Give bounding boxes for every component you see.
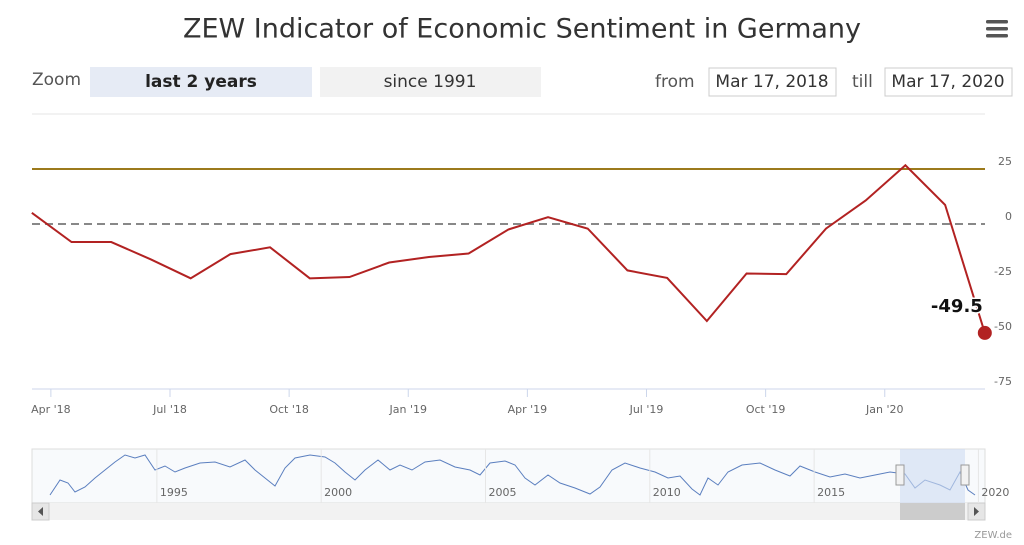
- navigator-tick-label: 2020: [981, 486, 1009, 499]
- navigator-selection[interactable]: [900, 449, 965, 503]
- x-tick-label: Jan '20: [865, 403, 903, 416]
- navigator-handle[interactable]: [960, 464, 970, 486]
- y-tick-label: 0: [1005, 210, 1012, 223]
- menu-bar: [986, 27, 1008, 31]
- zoom-button-bg[interactable]: [320, 67, 541, 97]
- last-point: [977, 325, 992, 340]
- till-value[interactable]: Mar 17, 2020: [891, 72, 1004, 92]
- scrollbar[interactable]: [32, 503, 985, 520]
- arrow-right: [974, 507, 979, 516]
- x-tick-label: Jan '19: [389, 403, 427, 416]
- x-tick-label: Apr '19: [508, 403, 548, 416]
- navigator-handle[interactable]: [895, 464, 905, 486]
- chart-title: ZEW Indicator of Economic Sentiment in G…: [183, 14, 861, 45]
- zoom-button[interactable]: since 1991: [384, 72, 477, 92]
- x-tick-label: Oct '19: [746, 403, 786, 416]
- zoom-button[interactable]: last 2 years: [145, 72, 257, 92]
- navigator-tick-label: 2015: [817, 486, 845, 499]
- from-label: from: [655, 72, 695, 92]
- y-tick-label: -25: [994, 265, 1012, 278]
- x-tick-label: Jul '19: [629, 403, 664, 416]
- from-value[interactable]: Mar 17, 2018: [715, 72, 828, 92]
- till-label: till: [852, 72, 873, 92]
- y-tick-label: 25: [998, 155, 1012, 168]
- menu-icon[interactable]: [986, 20, 1008, 38]
- arrow-left: [38, 507, 43, 516]
- navigator-tick-label: 2005: [488, 486, 516, 499]
- zoom-label: Zoom: [32, 70, 81, 90]
- x-tick-label: Jul '18: [152, 403, 187, 416]
- navigator-series: [49, 454, 976, 496]
- x-tick-label: Oct '18: [269, 403, 309, 416]
- menu-bar: [986, 20, 1008, 24]
- scrollbar-thumb[interactable]: [900, 503, 965, 520]
- navigator-tick-label: 2000: [324, 486, 352, 499]
- navigator-tick-label: 2010: [653, 486, 681, 499]
- menu-bar: [986, 34, 1008, 38]
- y-tick-label: -75: [994, 375, 1012, 388]
- y-tick-label: -50: [994, 320, 1012, 333]
- from-input[interactable]: [708, 67, 837, 97]
- credit: ZEW.de: [974, 530, 1012, 541]
- till-input[interactable]: [884, 67, 1013, 97]
- series-line: [31, 163, 986, 334]
- data-label: -49.5: [931, 296, 983, 317]
- navigator-tick-label: 1995: [160, 486, 188, 499]
- zoom-button-bg[interactable]: [90, 67, 312, 97]
- x-tick-label: Apr '18: [31, 403, 71, 416]
